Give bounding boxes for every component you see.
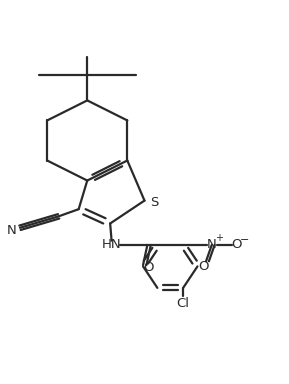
Text: N: N	[7, 224, 16, 237]
Text: O: O	[231, 238, 241, 252]
Text: Cl: Cl	[177, 297, 190, 310]
Text: N: N	[207, 238, 217, 252]
Text: S: S	[150, 195, 159, 209]
Text: HN: HN	[102, 238, 121, 252]
Text: +: +	[215, 233, 223, 243]
Text: O: O	[199, 260, 209, 273]
Text: O: O	[143, 261, 153, 274]
Text: −: −	[239, 235, 249, 245]
